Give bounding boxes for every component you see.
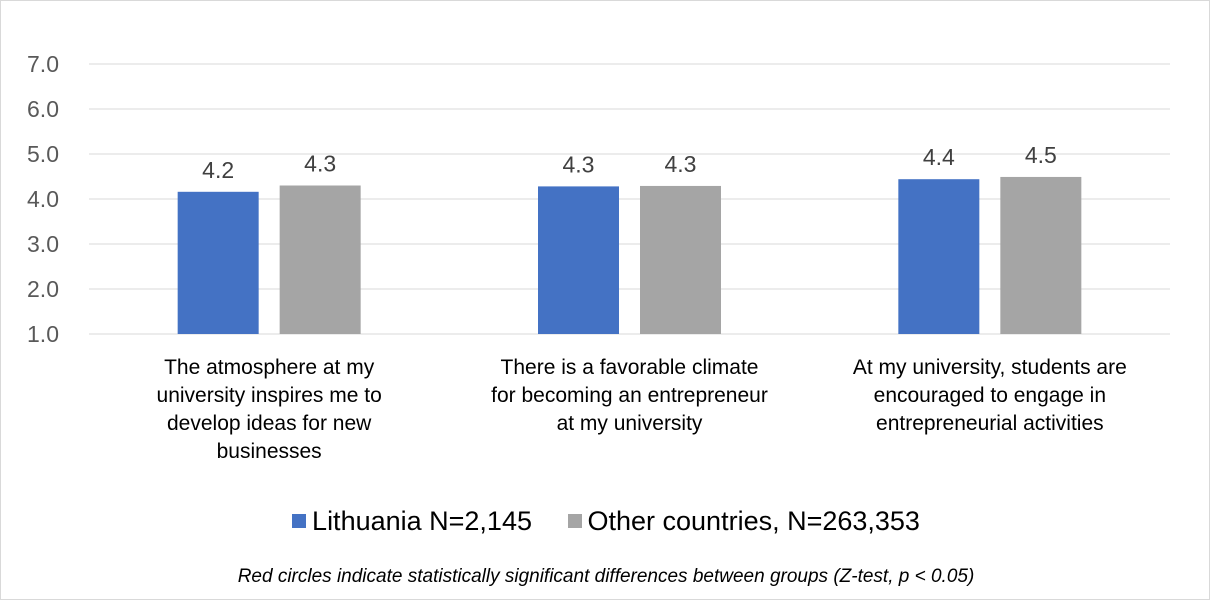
y-tick-label: 4.0	[27, 186, 59, 212]
y-tick-label: 5.0	[27, 141, 59, 167]
category-label-line: entrepreneurial activities	[876, 412, 1104, 435]
footnote: Red circles indicate statistically signi…	[237, 566, 975, 587]
legend-label-other-countries: Other countries, N=263,353	[587, 506, 920, 536]
legend-swatch-other-countries	[567, 514, 582, 528]
bar-other-countries	[1000, 176, 1082, 334]
category-label-line: for becoming an entrepreneur	[491, 384, 768, 407]
category-label: The atmosphere at my university inspires …	[157, 356, 382, 463]
category-label-line: at my university	[557, 412, 703, 435]
category-label: At my university, students are encouraged…	[853, 356, 1127, 435]
category-label-line: encouraged to engage in	[874, 384, 1106, 407]
category-label-line: businesses	[217, 440, 322, 463]
data-label: 4.3	[563, 151, 595, 177]
y-tick-label: 1.0	[27, 321, 59, 347]
data-label: 4.3	[665, 151, 697, 177]
bar-other-countries	[279, 185, 361, 334]
y-tick-label: 6.0	[27, 96, 59, 122]
legend-item-other-countries: Other countries, N=263,353	[567, 506, 920, 537]
legend: Lithuania N=2,145 Other countries, N=263…	[0, 506, 1212, 537]
category-label-line: The atmosphere at my	[164, 356, 375, 379]
bar-other-countries	[640, 185, 721, 334]
category-label-line: There is a favorable climate	[501, 356, 759, 379]
y-tick-label: 7.0	[27, 51, 59, 77]
data-label: 4.4	[923, 144, 955, 170]
data-label: 4.2	[202, 157, 234, 183]
y-tick-label: 2.0	[27, 276, 59, 302]
bar-lithuania	[898, 179, 980, 334]
category-label-line: At my university, students are	[853, 356, 1127, 379]
bar-lithuania	[538, 186, 619, 334]
y-tick-label: 3.0	[27, 231, 59, 257]
data-label: 4.3	[304, 151, 336, 177]
category-label-line: university inspires me to	[157, 384, 382, 407]
legend-swatch-lithuania	[292, 514, 307, 528]
bar-chart: 1.0 2.0 3.0 4.0 5.0 6.0 7.0 4.2 4.3 The atmospher…	[27, 51, 1170, 463]
data-label: 4.5	[1025, 142, 1057, 168]
legend-label-lithuania: Lithuania N=2,145	[312, 506, 532, 536]
category-label-line: develop ideas for new	[167, 412, 372, 435]
legend-item-lithuania: Lithuania N=2,145	[292, 506, 532, 537]
category-label: There is a favorable climate for becoming…	[491, 356, 768, 435]
bar-lithuania	[177, 191, 259, 334]
